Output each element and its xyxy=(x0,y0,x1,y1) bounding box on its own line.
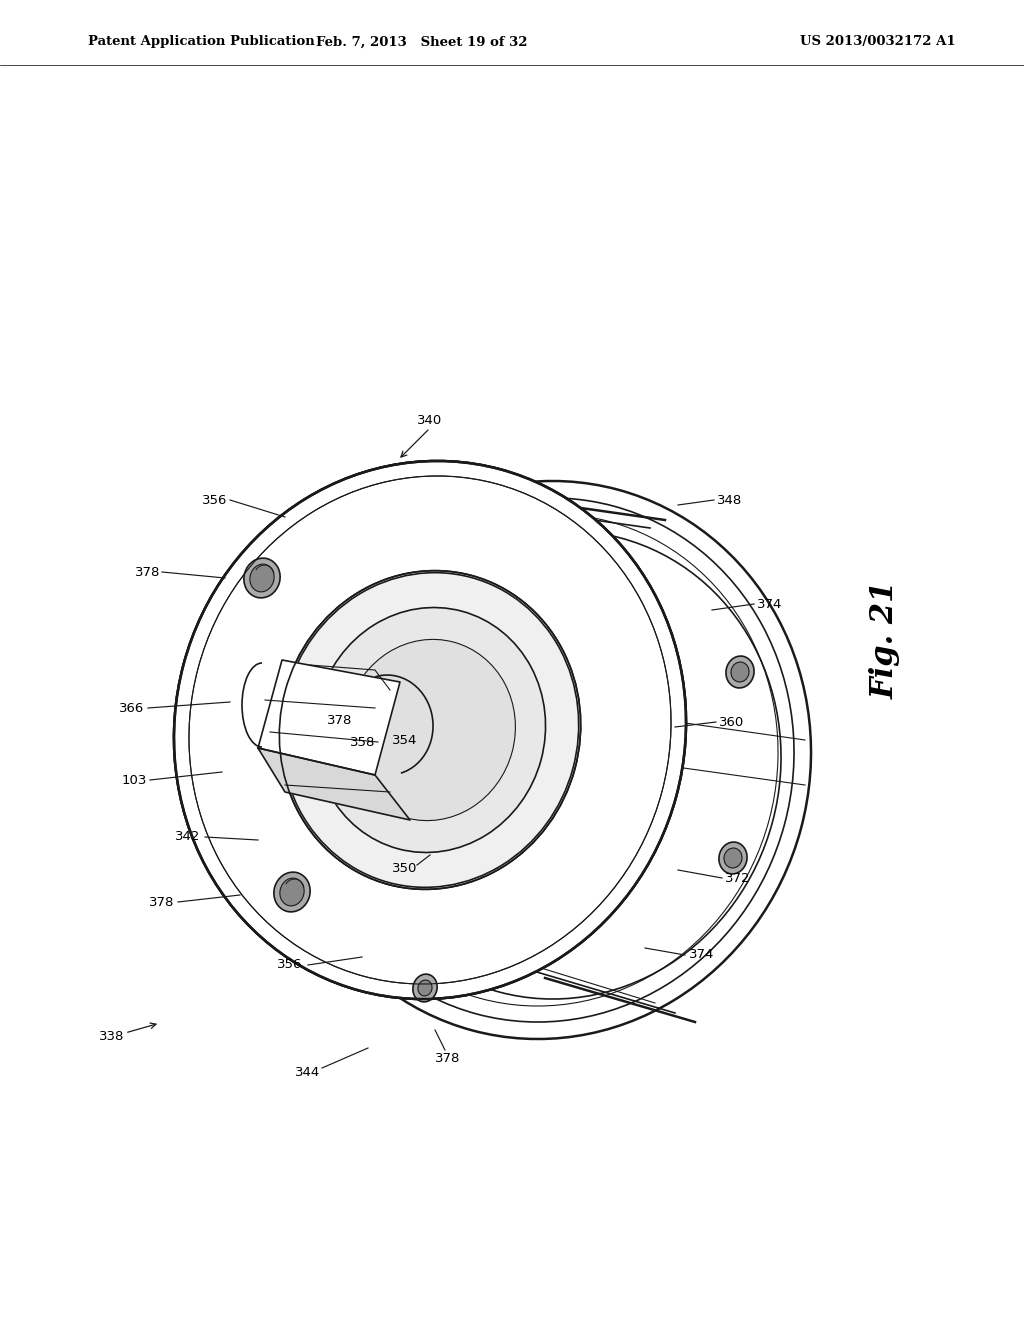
Ellipse shape xyxy=(724,847,742,869)
Ellipse shape xyxy=(273,873,310,912)
Text: 356: 356 xyxy=(203,494,227,507)
Ellipse shape xyxy=(174,461,686,999)
Polygon shape xyxy=(258,660,400,775)
Text: 378: 378 xyxy=(328,714,352,726)
Text: 340: 340 xyxy=(418,413,442,426)
Text: Feb. 7, 2013   Sheet 19 of 32: Feb. 7, 2013 Sheet 19 of 32 xyxy=(316,36,527,49)
Ellipse shape xyxy=(413,974,437,1002)
Polygon shape xyxy=(258,748,410,820)
Text: Patent Application Publication: Patent Application Publication xyxy=(88,36,314,49)
Ellipse shape xyxy=(314,607,546,853)
Text: 354: 354 xyxy=(392,734,418,747)
Text: 103: 103 xyxy=(121,774,146,787)
Ellipse shape xyxy=(719,842,748,874)
Text: Fig. 21: Fig. 21 xyxy=(869,581,900,700)
Text: 356: 356 xyxy=(278,958,303,972)
Text: 378: 378 xyxy=(135,565,161,578)
Ellipse shape xyxy=(345,639,515,821)
Text: 348: 348 xyxy=(718,494,742,507)
Ellipse shape xyxy=(731,663,749,682)
Ellipse shape xyxy=(726,656,754,688)
Text: 342: 342 xyxy=(175,830,201,843)
Text: 358: 358 xyxy=(350,737,376,750)
Text: 338: 338 xyxy=(99,1031,125,1044)
Text: 350: 350 xyxy=(392,862,418,874)
Ellipse shape xyxy=(280,570,581,890)
Text: 378: 378 xyxy=(150,895,175,908)
Text: 374: 374 xyxy=(758,598,782,610)
Ellipse shape xyxy=(244,558,281,598)
Text: 366: 366 xyxy=(120,701,144,714)
Text: 374: 374 xyxy=(689,949,715,961)
Ellipse shape xyxy=(280,878,304,906)
Ellipse shape xyxy=(418,979,432,995)
Text: US 2013/0032172 A1: US 2013/0032172 A1 xyxy=(800,36,955,49)
Text: 372: 372 xyxy=(725,871,751,884)
Text: 360: 360 xyxy=(720,715,744,729)
Ellipse shape xyxy=(282,573,579,887)
Text: 344: 344 xyxy=(295,1065,321,1078)
Ellipse shape xyxy=(279,480,811,1039)
Ellipse shape xyxy=(174,461,686,999)
Text: 378: 378 xyxy=(435,1052,461,1064)
Ellipse shape xyxy=(250,564,274,591)
